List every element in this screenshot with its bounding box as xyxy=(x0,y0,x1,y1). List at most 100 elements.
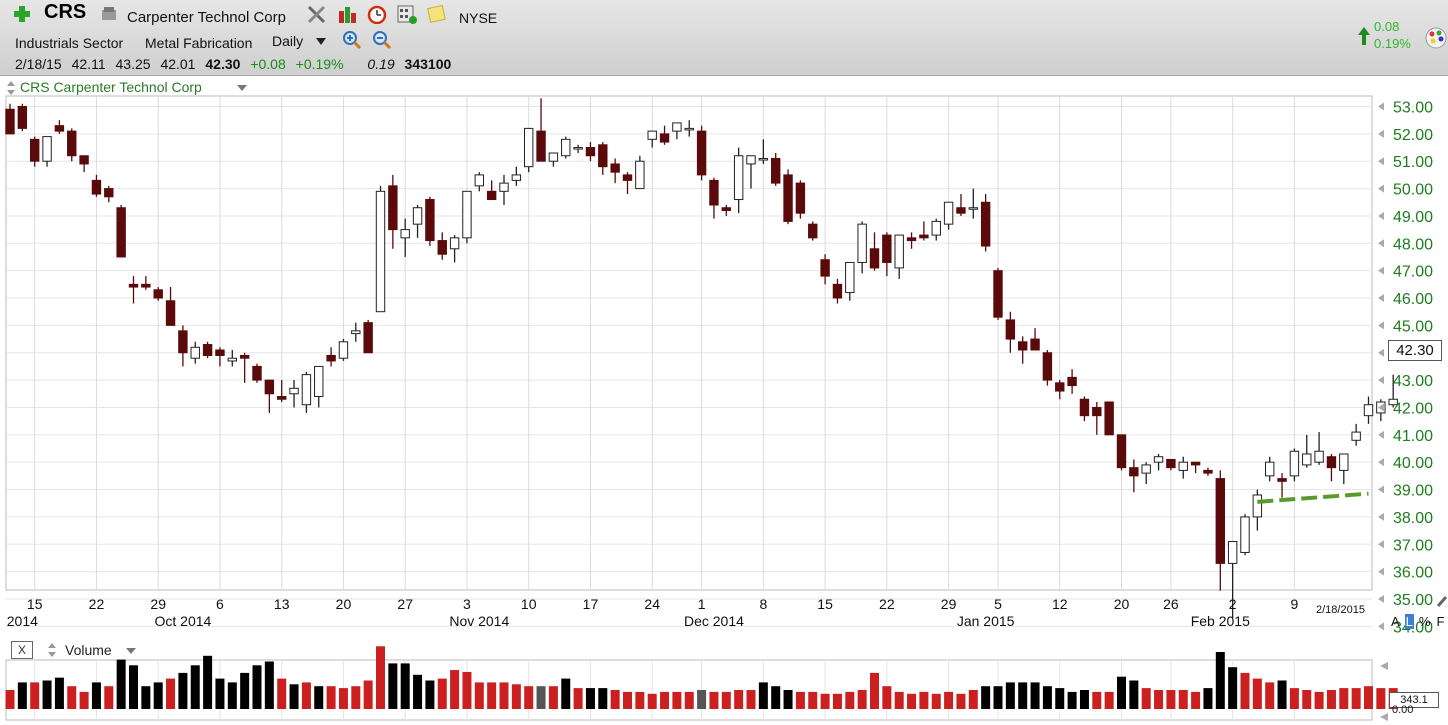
tick-marker xyxy=(1380,662,1388,670)
candle-body xyxy=(709,179,719,206)
volume-bar xyxy=(42,680,52,709)
chevron-down-icon[interactable] xyxy=(126,648,136,654)
volume-bar xyxy=(1141,688,1151,709)
candle-body xyxy=(1363,404,1374,417)
candle xyxy=(894,234,904,279)
candle xyxy=(795,180,806,219)
candle-body xyxy=(511,174,522,181)
candle xyxy=(857,221,867,274)
candle-body xyxy=(1265,461,1275,477)
candle-body xyxy=(943,201,954,225)
quote-date: 2/18/15 xyxy=(15,56,62,72)
quote-high: 43.25 xyxy=(115,56,151,72)
sector-link[interactable]: Industrials Sector xyxy=(15,35,124,51)
volume-bar xyxy=(301,682,311,709)
candle-body xyxy=(1339,453,1349,471)
candle xyxy=(388,174,398,249)
volume-bar xyxy=(1289,688,1299,709)
volume-title[interactable]: Volume xyxy=(65,642,112,658)
chevron-down-icon[interactable] xyxy=(237,85,247,91)
candle-body xyxy=(1030,338,1040,351)
quote-low: 42.01 xyxy=(160,56,196,72)
volume-bar xyxy=(1277,680,1287,709)
candle-body xyxy=(931,220,941,236)
industry-link[interactable]: Metal Fabrication xyxy=(145,35,253,51)
volume-bar xyxy=(524,686,534,709)
volume-bar xyxy=(240,672,250,709)
plus-icon[interactable] xyxy=(12,4,32,24)
y-tick-label: 43.00 xyxy=(1393,373,1433,390)
volume-bar xyxy=(1314,691,1324,709)
x-tick-label: 10 xyxy=(521,596,537,612)
calculator-icon[interactable] xyxy=(396,4,418,24)
candle-body xyxy=(215,349,225,356)
candle xyxy=(1277,473,1287,498)
x-tick-label: 8 xyxy=(759,596,767,612)
candle xyxy=(1289,448,1300,482)
volume-bar xyxy=(1079,690,1089,709)
candle xyxy=(548,152,559,167)
volume-bar xyxy=(1228,667,1238,709)
close-volume-button[interactable]: X xyxy=(11,641,33,659)
candle-body xyxy=(894,234,904,269)
candle xyxy=(573,144,583,154)
drag-handle-icon[interactable] xyxy=(47,643,57,657)
x-tick-label: 29 xyxy=(150,596,166,612)
y-tick-label: 47.00 xyxy=(1393,264,1433,281)
volume-bar xyxy=(746,690,756,709)
tick-marker xyxy=(1378,540,1384,549)
series-title[interactable]: CRS Carpenter Technol Corp xyxy=(20,79,202,95)
bars-icon[interactable] xyxy=(337,5,359,23)
x-tick-label: 17 xyxy=(583,596,599,612)
x-tick-label: 24 xyxy=(644,596,660,612)
chevron-down-icon[interactable] xyxy=(316,38,326,45)
candle-body xyxy=(153,289,163,299)
candle xyxy=(1203,467,1213,476)
volume-bar xyxy=(771,686,781,709)
volume-bar xyxy=(623,691,632,709)
pencil-icon[interactable] xyxy=(1436,594,1448,608)
zoom-out-icon[interactable] xyxy=(372,30,392,50)
scale-option[interactable]: % xyxy=(1418,614,1431,629)
month-label: Nov 2014 xyxy=(449,613,509,629)
candle-body xyxy=(845,261,855,294)
candle xyxy=(956,194,966,216)
scale-options[interactable]: A L% F xyxy=(1390,614,1448,629)
period-dropdown[interactable]: Daily xyxy=(272,33,304,49)
scale-option[interactable]: A xyxy=(1391,614,1400,629)
candle xyxy=(289,380,299,408)
tools-icon[interactable] xyxy=(306,4,328,24)
candle-body xyxy=(1252,494,1263,518)
candle xyxy=(808,221,818,241)
volume-bar xyxy=(721,691,731,709)
note-icon[interactable] xyxy=(426,4,448,24)
volume-bar xyxy=(499,682,509,709)
tick-marker xyxy=(1378,184,1384,193)
scale-option[interactable]: L xyxy=(1404,614,1414,629)
scale-option[interactable]: F xyxy=(1436,614,1445,629)
company-name: Carpenter Technol Corp xyxy=(127,9,286,26)
palette-icon[interactable] xyxy=(1424,26,1448,50)
zoom-in-icon[interactable] xyxy=(342,30,362,50)
candle xyxy=(721,204,731,216)
drag-handle-icon[interactable] xyxy=(6,81,16,95)
candle xyxy=(1141,462,1151,485)
volume-bar xyxy=(734,690,744,709)
candle-body xyxy=(227,357,238,362)
volume-bar xyxy=(1326,690,1336,709)
volume-bar xyxy=(672,691,682,709)
company-icon[interactable] xyxy=(100,6,120,22)
grid-lines xyxy=(5,95,1373,721)
candle-body xyxy=(301,374,312,406)
volume-bar xyxy=(79,691,89,709)
candle xyxy=(1116,434,1127,471)
alarm-icon[interactable] xyxy=(366,4,388,25)
x-tick-label: 5 xyxy=(994,596,1002,612)
x-tick-label: 20 xyxy=(1114,596,1130,612)
candle-body xyxy=(1314,450,1324,463)
candle-body xyxy=(17,106,28,129)
volume-bar xyxy=(684,691,694,709)
candle-body xyxy=(832,283,843,299)
candle-body xyxy=(808,223,818,239)
